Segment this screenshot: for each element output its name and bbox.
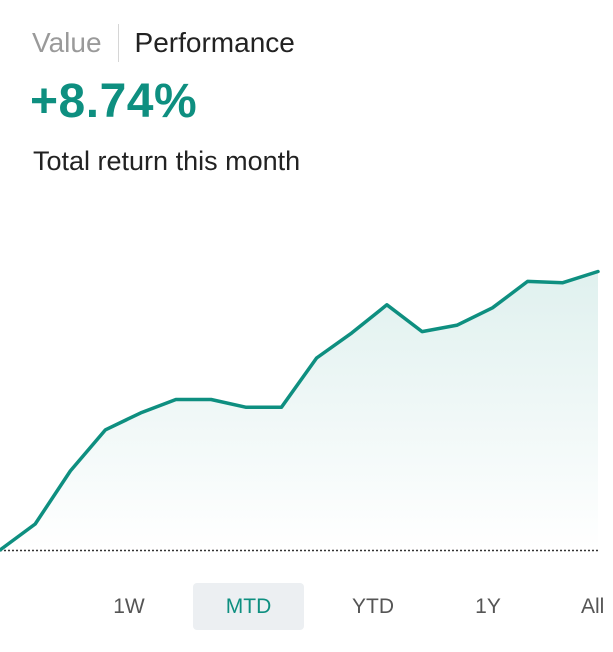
- tab-divider: [117, 24, 119, 62]
- view-tabs: Value Performance: [32, 24, 295, 62]
- range-1w[interactable]: 1W: [113, 595, 145, 618]
- tab-performance[interactable]: Performance: [134, 27, 295, 58]
- range-all[interactable]: All: [581, 595, 605, 618]
- range-selector: 1W MTD YTD 1Y All: [0, 583, 613, 630]
- range-mtd[interactable]: MTD: [193, 583, 304, 630]
- chart-area-fill: [0, 271, 598, 550]
- range-1y[interactable]: 1Y: [475, 595, 501, 618]
- chart-series-line: [0, 269, 600, 552]
- range-ytd[interactable]: YTD: [352, 595, 394, 618]
- tab-value[interactable]: Value: [32, 27, 102, 58]
- total-return-value: +8.74%: [30, 75, 198, 128]
- performance-chart: [0, 269, 600, 552]
- total-return-caption: Total return this month: [33, 146, 301, 176]
